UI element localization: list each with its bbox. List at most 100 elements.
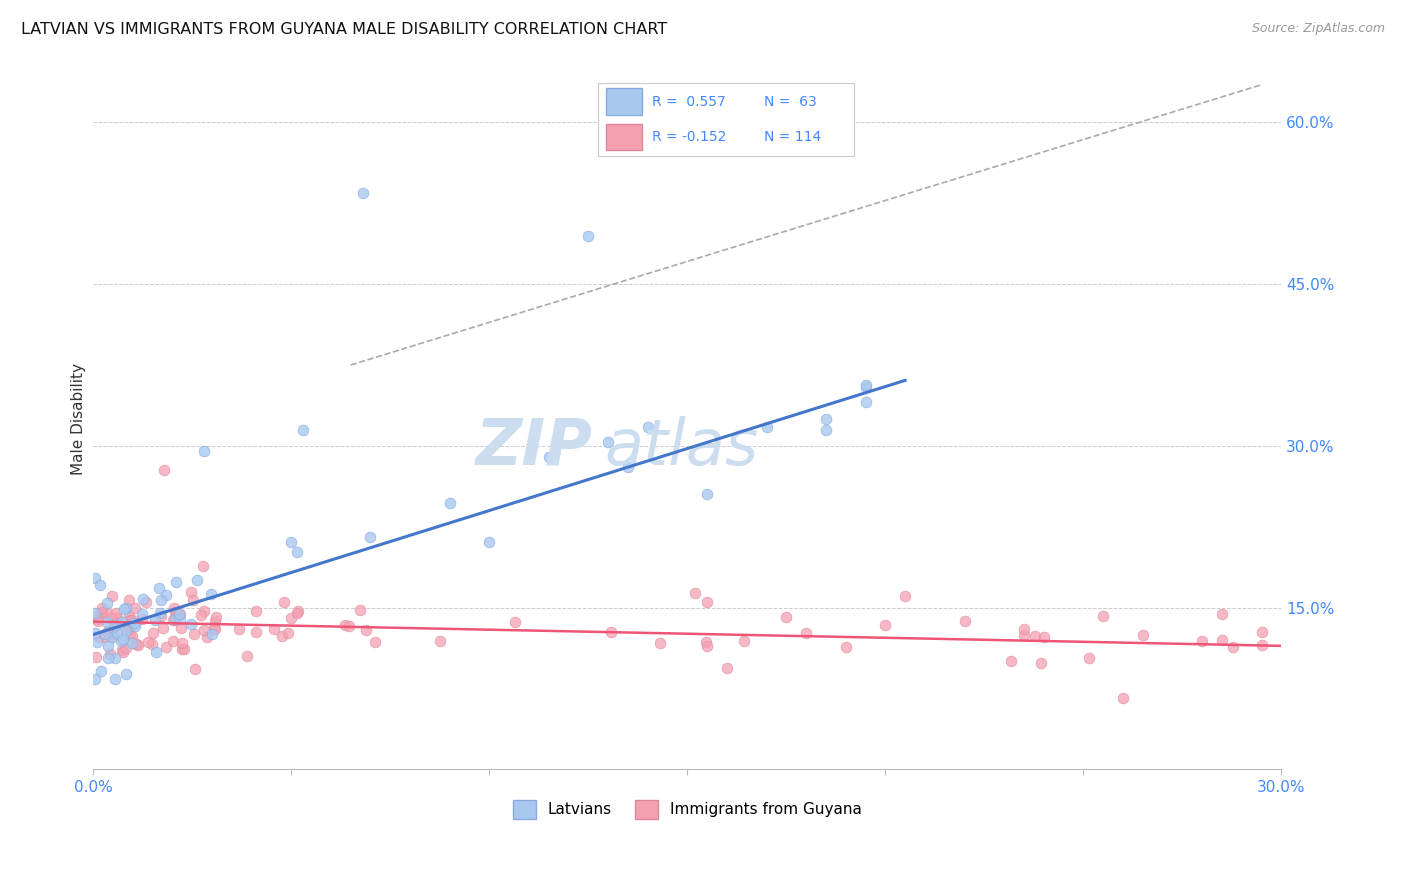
- Point: [111, 643, 134, 657]
- Point: [953, 614, 976, 628]
- Point: [201, 626, 224, 640]
- Point: [96, 596, 118, 610]
- Point: [86, 612, 108, 626]
- Point: [112, 602, 135, 616]
- Point: [894, 589, 917, 603]
- Text: Source: ZipAtlas.com: Source: ZipAtlas.com: [1251, 22, 1385, 36]
- Point: [1112, 690, 1135, 705]
- Point: [855, 395, 877, 409]
- Point: [162, 600, 184, 615]
- Point: [148, 582, 170, 596]
- Point: [118, 613, 141, 627]
- Point: [183, 662, 205, 676]
- Point: [163, 613, 186, 627]
- Point: [98, 648, 121, 662]
- Point: [148, 606, 170, 620]
- Point: [1012, 627, 1035, 641]
- Point: [104, 651, 127, 665]
- Point: [115, 667, 138, 681]
- Point: [118, 622, 141, 636]
- Point: [90, 664, 112, 678]
- Point: [110, 634, 132, 648]
- Point: [180, 616, 202, 631]
- Point: [429, 634, 451, 648]
- Point: [287, 604, 309, 618]
- Point: [875, 618, 897, 632]
- Point: [173, 642, 195, 657]
- Point: [162, 633, 184, 648]
- Point: [115, 618, 138, 632]
- Point: [121, 629, 143, 643]
- Point: [170, 636, 193, 650]
- Point: [115, 601, 138, 615]
- Point: [166, 606, 188, 620]
- Point: [163, 612, 186, 626]
- Point: [180, 585, 202, 599]
- Point: [143, 614, 166, 628]
- Point: [93, 631, 115, 645]
- Point: [200, 587, 222, 601]
- Point: [98, 624, 121, 638]
- Point: [131, 607, 153, 622]
- Point: [696, 595, 718, 609]
- Point: [120, 628, 142, 642]
- Point: [280, 534, 302, 549]
- Point: [696, 640, 718, 654]
- Point: [100, 630, 122, 644]
- Point: [271, 629, 294, 643]
- Point: [114, 641, 136, 656]
- Point: [855, 379, 877, 393]
- Point: [235, 648, 257, 663]
- Point: [97, 639, 120, 653]
- Point: [97, 651, 120, 665]
- Point: [716, 660, 738, 674]
- Point: [114, 624, 136, 639]
- Point: [165, 575, 187, 590]
- Point: [1211, 607, 1233, 621]
- Point: [349, 603, 371, 617]
- Point: [1132, 627, 1154, 641]
- Point: [136, 635, 159, 649]
- Point: [87, 630, 110, 644]
- Point: [121, 636, 143, 650]
- Point: [287, 545, 309, 559]
- Point: [112, 632, 135, 647]
- Point: [794, 626, 817, 640]
- Point: [193, 559, 215, 574]
- Point: [354, 624, 377, 638]
- Point: [104, 672, 127, 686]
- Point: [478, 535, 501, 549]
- Point: [273, 595, 295, 609]
- Point: [359, 530, 381, 544]
- Point: [150, 593, 173, 607]
- Point: [1031, 656, 1053, 670]
- Point: [89, 578, 111, 592]
- Point: [204, 615, 226, 629]
- Point: [132, 592, 155, 607]
- Point: [121, 613, 143, 627]
- Point: [141, 637, 163, 651]
- Point: [135, 595, 157, 609]
- Point: [695, 635, 717, 649]
- Point: [83, 626, 105, 640]
- Point: [814, 412, 837, 426]
- Point: [599, 624, 621, 639]
- Point: [125, 637, 148, 651]
- Point: [152, 621, 174, 635]
- Point: [190, 607, 212, 622]
- Text: LATVIAN VS IMMIGRANTS FROM GUYANA MALE DISABILITY CORRELATION CHART: LATVIAN VS IMMIGRANTS FROM GUYANA MALE D…: [21, 22, 668, 37]
- Point: [145, 645, 167, 659]
- Point: [89, 606, 111, 620]
- Point: [96, 606, 118, 620]
- Point: [285, 607, 308, 621]
- Point: [124, 619, 146, 633]
- Point: [105, 626, 128, 640]
- Point: [733, 633, 755, 648]
- Point: [105, 606, 128, 620]
- Point: [90, 605, 112, 619]
- Point: [155, 588, 177, 602]
- Point: [1012, 622, 1035, 636]
- Point: [775, 610, 797, 624]
- Point: [337, 619, 360, 633]
- Point: [118, 608, 141, 623]
